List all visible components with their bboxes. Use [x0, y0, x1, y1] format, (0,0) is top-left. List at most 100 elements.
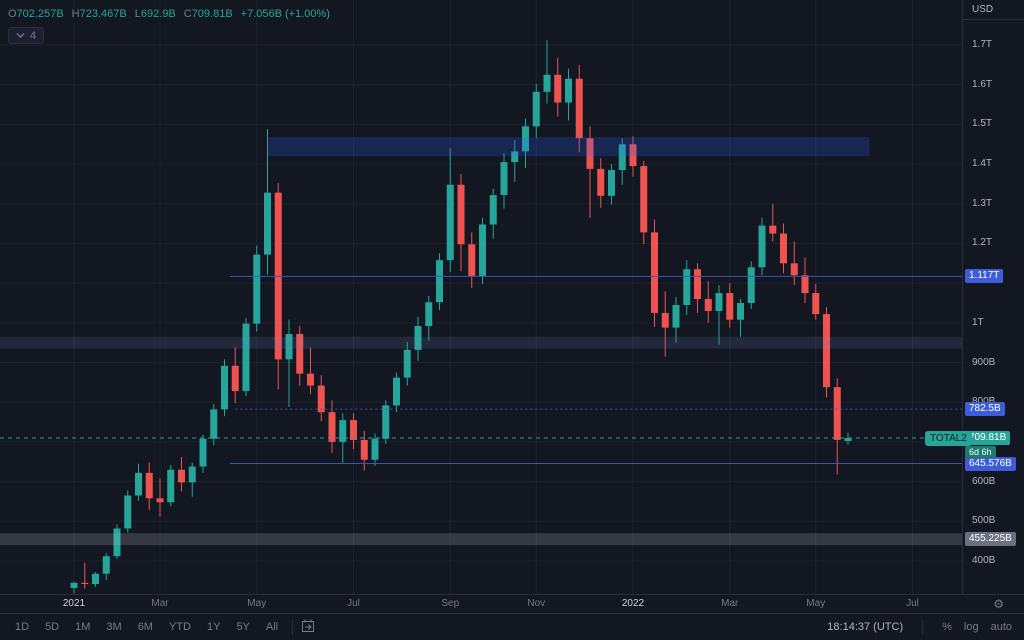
- price-tick: 1.2T: [972, 237, 993, 249]
- price-tick: 1.4T: [972, 158, 993, 170]
- candle-body: [651, 232, 658, 313]
- legend-collapsed-toggle[interactable]: 4: [8, 27, 45, 44]
- candle-body: [661, 312, 669, 328]
- scale-controls: 18:14:37 (UTC) % log auto: [827, 619, 1024, 635]
- go-to-date-button[interactable]: [300, 618, 316, 637]
- candle-body: [522, 126, 529, 152]
- ohlc-low: L 692.9B: [134, 8, 176, 20]
- candle-body: [156, 498, 164, 503]
- candle-body: [425, 302, 433, 327]
- range-button-3m[interactable]: 3M: [106, 621, 122, 633]
- support-zone-455B[interactable]: [0, 533, 962, 546]
- candle-body: [403, 349, 411, 378]
- candle-body: [758, 225, 766, 268]
- candle-body: [618, 144, 626, 171]
- chart-pane[interactable]: O 702.257B H 723.467B L 692.9B C 709.81B +7.…: [0, 0, 972, 594]
- scale-button-auto[interactable]: auto: [990, 621, 1012, 633]
- candle-body: [565, 78, 572, 103]
- toolbar-divider: [292, 619, 294, 635]
- candle-body: [231, 365, 239, 392]
- candle-body: [823, 314, 830, 388]
- support-zone-940B[interactable]: [0, 336, 962, 349]
- price-tick: 800B: [972, 397, 995, 407]
- range-button-1d[interactable]: 1D: [15, 621, 30, 633]
- level-price-label: 455.225B: [965, 532, 1016, 547]
- time-label-may: May: [247, 598, 267, 609]
- candle-body: [393, 377, 400, 406]
- collapsed-count: 4: [30, 29, 37, 42]
- level-price-label: 1.117T: [965, 269, 1004, 284]
- candle-body: [70, 582, 78, 588]
- candle-body: [597, 168, 605, 196]
- drawings[interactable]: [0, 137, 962, 546]
- ohlc-close: C 709.81B: [183, 8, 233, 20]
- candle-body: [360, 439, 368, 460]
- candle-body: [704, 299, 712, 311]
- candle-body: [801, 275, 809, 294]
- candle-body: [92, 573, 99, 585]
- ohlc-open: O 702.257B: [8, 8, 64, 20]
- level-price-label: 782.5B: [965, 402, 1005, 417]
- candle-body: [145, 472, 153, 499]
- candle-body: [113, 528, 121, 557]
- candle-body: [371, 438, 379, 460]
- candle-body: [532, 91, 540, 127]
- price-axis[interactable]: USD 1.7T 1.6T 1.5T 1.4T 1.3T 1.2T 1T 900B 800B 60…: [962, 0, 1024, 594]
- range-button-5d[interactable]: 5D: [45, 621, 60, 633]
- price-chart-canvas[interactable]: [0, 0, 962, 594]
- candle-body: [672, 304, 680, 328]
- candle-body: [285, 333, 293, 360]
- price-tick: 900B: [972, 356, 996, 368]
- axis-currency-label: USD: [963, 0, 1024, 20]
- scale-button-percent[interactable]: %: [942, 621, 952, 633]
- candle-body: [629, 144, 637, 167]
- candle-body: [457, 184, 465, 245]
- range-button-1y[interactable]: 1Y: [206, 621, 221, 633]
- candle-body: [833, 387, 841, 440]
- candle-body: [554, 74, 562, 103]
- candle-body: [199, 438, 207, 467]
- candle-body: [264, 192, 271, 255]
- range-button-all[interactable]: All: [265, 621, 279, 633]
- range-button-5y[interactable]: 5Y: [236, 621, 250, 633]
- price-tick: 500B: [972, 515, 996, 527]
- price-tick: 1.3T: [972, 197, 993, 209]
- candle-body: [489, 195, 497, 225]
- series-price-tag: TOTAL2: [925, 431, 972, 447]
- candle-body: [178, 469, 185, 483]
- bottom-toolbar: 1D 5D 1M 3M 6M YTD 1Y 5Y All 18:14:37 (UTC) % log…: [0, 613, 1024, 640]
- candle-body: [102, 556, 110, 574]
- price-tick: 1.6T: [972, 78, 993, 90]
- ohlc-legend: O 702.257B H 723.467B L 692.9B C 709.81B +7.…: [8, 8, 330, 20]
- candle-body: [780, 233, 787, 264]
- candle-body: [511, 151, 519, 163]
- candle-body: [253, 254, 261, 324]
- candle-body: [328, 412, 336, 442]
- candle-body: [726, 293, 734, 320]
- resistance-zone-1.45T[interactable]: [267, 137, 870, 157]
- time-label-sep: Sep: [441, 598, 460, 609]
- candle-body: [468, 244, 476, 277]
- candle-body: [747, 267, 755, 304]
- candle-body: [575, 78, 583, 139]
- candle-body: [790, 263, 798, 276]
- go-to-date-icon: [300, 618, 316, 637]
- clock-label[interactable]: 18:14:37 (UTC): [827, 621, 904, 633]
- scale-button-log[interactable]: log: [963, 621, 979, 633]
- candle-body: [436, 260, 443, 303]
- candle-body: [221, 365, 228, 410]
- candles: [70, 40, 852, 594]
- range-button-6m[interactable]: 6M: [137, 621, 153, 633]
- range-button-group: 1D 5D 1M 3M 6M YTD 1Y 5Y All: [0, 618, 285, 636]
- candle-body: [188, 466, 196, 483]
- time-axis[interactable]: 2021 Mar May Jul Sep Nov 2022 Mar May Jul ⚙: [0, 594, 1024, 613]
- range-button-ytd[interactable]: YTD: [168, 621, 191, 633]
- gear-icon[interactable]: ⚙: [993, 597, 1004, 611]
- candle-body: [586, 138, 594, 169]
- range-button-1m[interactable]: 1M: [75, 621, 91, 633]
- candle-body: [640, 166, 648, 233]
- time-label-nov: Nov: [527, 598, 546, 609]
- candle-body: [608, 170, 615, 196]
- candle-body: [737, 303, 744, 320]
